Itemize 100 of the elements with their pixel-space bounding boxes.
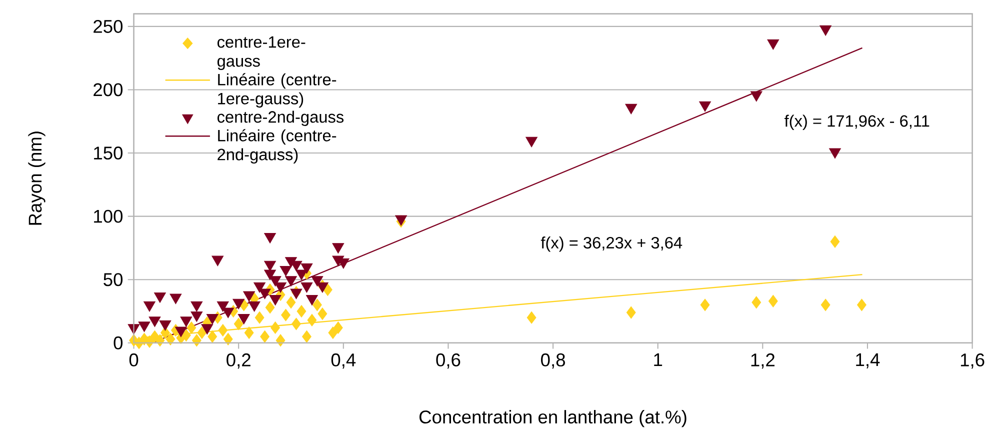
point (254, 311, 264, 324)
point (216, 301, 229, 312)
point (144, 301, 156, 312)
point (280, 266, 292, 276)
point (206, 314, 218, 324)
point (170, 294, 182, 304)
point (290, 288, 302, 299)
point (302, 330, 312, 343)
point (300, 263, 313, 274)
x-tick-label: 1,6 (960, 353, 984, 368)
legend-label: Linéaire (centre-2nd-gauss) (218, 128, 336, 164)
point (222, 307, 234, 318)
y-axis-title: Rayon (nm) (28, 131, 46, 224)
point (265, 301, 275, 314)
point (166, 332, 176, 346)
legend-label: Linéaire (centre-1ere-gauss) (218, 72, 336, 108)
y-tick-label: 250 (94, 20, 123, 33)
point (260, 330, 270, 343)
point (218, 324, 228, 336)
x-tick-label: 0 (129, 353, 138, 366)
x-tick-label: 0,4 (331, 353, 356, 368)
point (244, 326, 254, 339)
point (300, 282, 313, 293)
point (190, 301, 203, 312)
point (699, 101, 711, 112)
x-tick-label: 1,4 (856, 353, 880, 368)
point (212, 256, 224, 266)
point (820, 298, 830, 311)
y-tick-label: 50 (104, 272, 123, 286)
y-tick-label: 100 (94, 210, 123, 223)
point (174, 326, 187, 337)
annotation: f(x) = 171,96x - 6,11 (784, 114, 930, 130)
point (820, 25, 832, 36)
point (264, 270, 276, 280)
point (276, 334, 286, 346)
point (258, 288, 271, 299)
x-tick-label: 0,8 (541, 353, 565, 368)
point (830, 235, 840, 248)
point (232, 298, 245, 309)
point (186, 321, 196, 334)
point (750, 91, 762, 102)
point (285, 276, 297, 286)
point (190, 311, 203, 322)
x-axis-title: Concentration en lanthane (at.%) (420, 410, 686, 427)
point (306, 294, 318, 306)
point (316, 282, 328, 293)
y-tick-label: 0 (114, 336, 123, 350)
point (264, 260, 276, 272)
point (201, 324, 214, 334)
point (768, 294, 778, 308)
legend-label: centre-1ere-gauss (217, 36, 306, 70)
x-tick-label: 0,6 (436, 353, 460, 368)
annotation: f(x) = 36,23x + 3,64 (540, 236, 682, 252)
point (526, 136, 538, 147)
y-tick-label: 150 (94, 146, 123, 160)
point (311, 276, 324, 286)
point (223, 332, 233, 346)
point (296, 270, 308, 280)
point (829, 148, 841, 158)
point (767, 39, 780, 50)
point (150, 330, 160, 343)
point (752, 296, 762, 308)
point (148, 316, 161, 327)
point (626, 306, 636, 318)
x-tick-label: 1 (654, 353, 662, 366)
point (328, 326, 338, 339)
point (264, 232, 276, 244)
point (138, 321, 150, 332)
point (307, 314, 317, 326)
point (274, 282, 286, 293)
legend-label: centre-2nd-gauss (218, 110, 344, 126)
point (286, 296, 296, 308)
point (197, 326, 207, 339)
point (296, 304, 306, 318)
point (857, 298, 866, 311)
x-tick-label: 0,2 (226, 353, 250, 368)
point (243, 291, 256, 302)
x-tick-label: 1,2 (751, 353, 774, 368)
point (238, 314, 250, 324)
point (192, 334, 202, 346)
point (269, 294, 282, 306)
point (318, 307, 328, 320)
point (270, 321, 280, 334)
point (155, 334, 165, 346)
point (248, 301, 260, 312)
point (154, 292, 166, 303)
point (332, 242, 344, 254)
y-tick-label: 200 (94, 83, 123, 96)
point (526, 311, 536, 324)
point (700, 298, 710, 311)
point (269, 276, 282, 286)
point (292, 318, 301, 330)
point (180, 316, 192, 327)
point (208, 330, 218, 343)
point (333, 321, 343, 334)
point (234, 318, 244, 330)
point (159, 320, 172, 331)
point (312, 298, 322, 311)
point (625, 104, 638, 114)
point (281, 308, 290, 321)
